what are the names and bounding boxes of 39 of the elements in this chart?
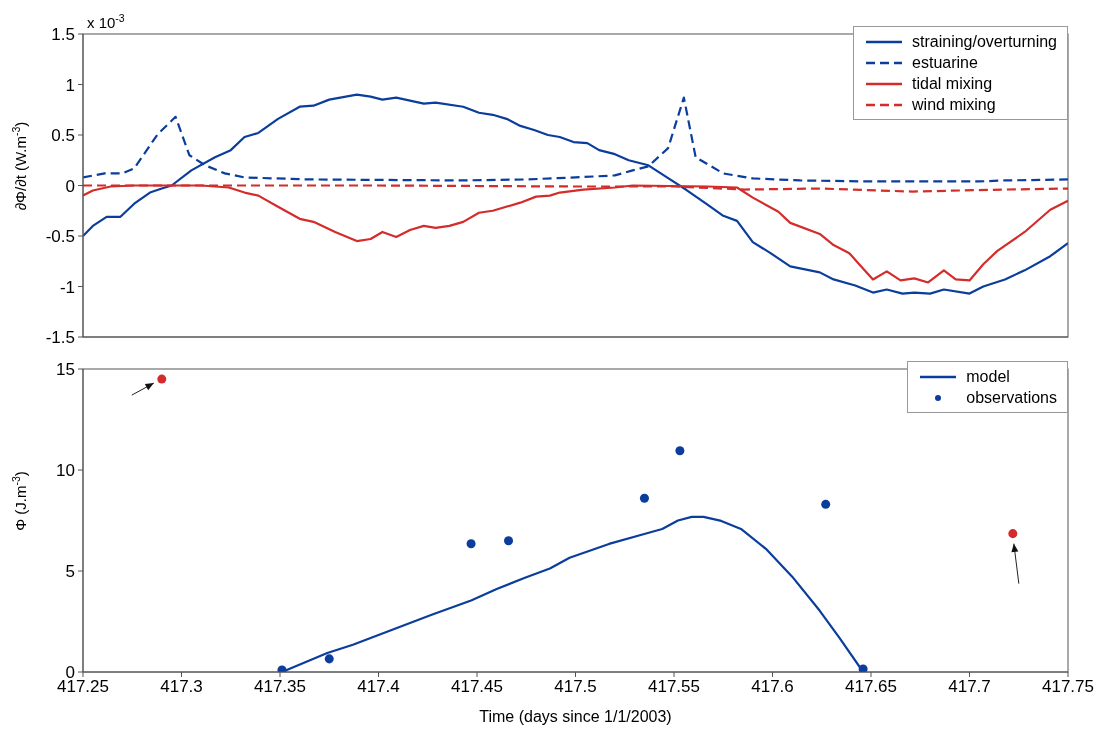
y-tick-label: 5: [65, 562, 75, 582]
point: [858, 664, 868, 672]
y-tick-label: -1: [59, 277, 75, 297]
legend-label: model: [966, 367, 1010, 387]
x-tick-label: 417.75: [1042, 677, 1094, 697]
legend-label: tidal mixing: [912, 74, 993, 94]
point: [504, 536, 514, 546]
x-tick-label: 417.4: [357, 677, 400, 697]
legend-label: observations: [966, 388, 1057, 408]
x-tick-label: 417.5: [554, 677, 597, 697]
line-series: [83, 184, 1068, 284]
point: [675, 446, 685, 456]
y-tick-label: 15: [56, 360, 75, 380]
legend-label: wind mixing: [912, 95, 996, 115]
line-series: [83, 93, 1068, 295]
y-tick-label: 0: [65, 176, 75, 196]
point: [157, 374, 167, 384]
x-tick-label: 417.45: [451, 677, 503, 697]
x-tick-label: 417.65: [845, 677, 897, 697]
point: [639, 493, 649, 503]
point: [466, 539, 476, 549]
x-tick-label: 417.7: [948, 677, 991, 697]
y-tick-label: 1.5: [51, 25, 75, 45]
x-tick-label: 417.55: [648, 677, 700, 697]
y-tick-label: -1.5: [45, 328, 75, 348]
legend-label: straining/overturning: [912, 32, 1057, 52]
point: [324, 654, 334, 664]
y-tick-label: 1: [65, 75, 75, 95]
point: [1008, 529, 1018, 539]
legend-label: estuarine: [912, 53, 978, 73]
text: x 10$^{-3}$: [87, 12, 125, 31]
x-axis-title: Time (days since 1/1/2003): [479, 708, 672, 725]
y-tick-label: -0.5: [45, 227, 75, 247]
x-tick-label: 417.3: [160, 677, 203, 697]
point: [821, 499, 831, 509]
x-tick-label: 417.35: [254, 677, 306, 697]
y-tick-label: 0.5: [51, 126, 75, 146]
x-tick-label: 417.6: [751, 677, 794, 697]
y-tick-label: 10: [56, 461, 75, 481]
